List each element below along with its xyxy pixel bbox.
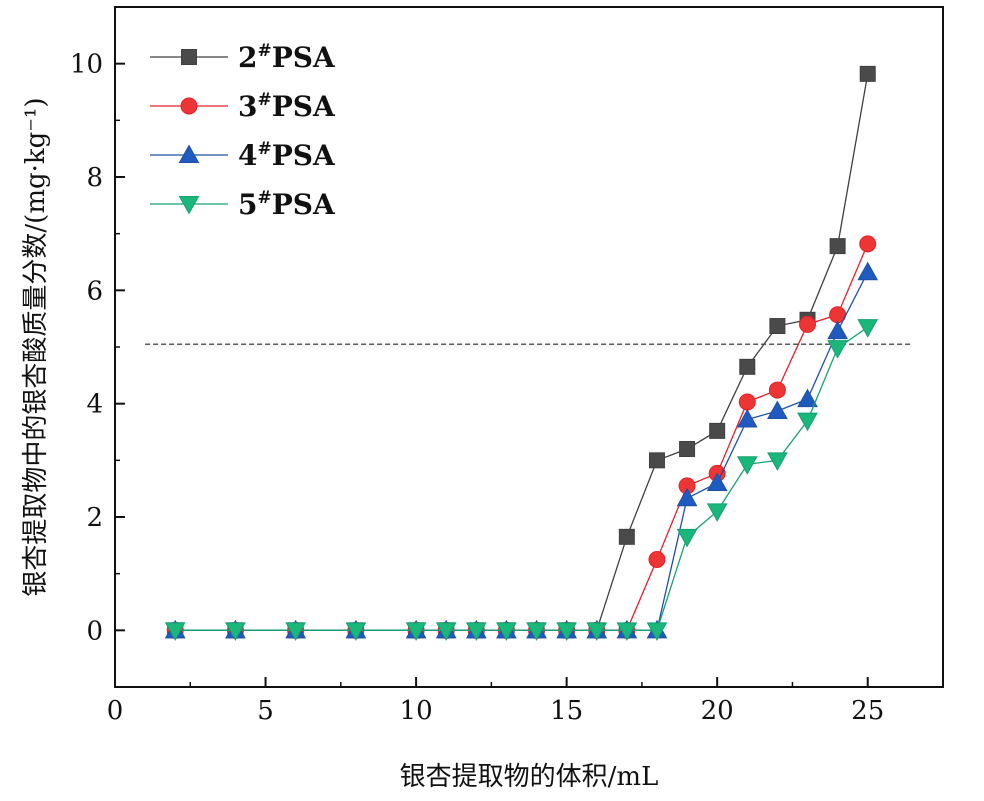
data-point [618,528,635,545]
data-point [648,551,666,568]
legend-marker [180,97,198,115]
data-point [797,388,818,408]
y-tick-label: 4 [86,390,103,420]
data-point [768,381,786,399]
x-tick-label: 20 [701,696,734,726]
data-point [676,487,698,507]
legend-marker [178,144,200,163]
legend-marker [181,49,197,65]
y-tick-label: 2 [86,503,103,533]
data-point [164,622,186,641]
legend-entry-3: 5#PSA [150,188,336,221]
data-point [616,622,638,641]
data-point [465,622,487,641]
x-tick-label: 0 [107,696,124,726]
data-point [586,622,608,641]
data-point [556,622,577,641]
legend-label: 5#PSA [238,188,336,221]
legend-label: 2#PSA [238,41,336,74]
data-point [799,315,817,333]
data-point [679,441,696,457]
legend-marker [178,196,200,215]
data-point [827,340,848,359]
data-point [736,456,758,475]
x-axis-title: 银杏提取物的体积/mL [400,762,659,792]
x-tick-label: 15 [550,696,583,726]
series-line [175,243,869,631]
legend: 2#PSA 3#PSA 4#PSA 5#PSA [150,41,336,221]
series-line [175,271,869,631]
data-point [767,452,788,471]
data-point [225,622,246,641]
data-point [736,409,758,428]
legend-entry-1: 3#PSA [150,90,336,123]
y-axis-title: 银杏提取物中的银杏酸质量分数/(mg·kg⁻¹) [21,97,51,596]
y-tick-label: 10 [70,50,103,80]
data-point [496,622,517,641]
data-point [646,622,668,641]
axes: 0 5 10 15 20 25 0 2 4 6 8 10 [70,6,884,726]
data-point [769,318,786,335]
data-point [526,622,547,641]
data-point [827,320,848,340]
data-point [859,235,877,253]
x-tick-label: 25 [851,696,884,726]
data-point [739,358,756,375]
data-point [345,622,367,641]
data-point [857,261,879,281]
data-point [738,393,756,411]
data-point [829,238,846,255]
data-point [706,503,728,522]
legend-label: 4#PSA [238,139,336,172]
data-point [859,65,876,82]
x-tick-label: 10 [400,696,433,726]
data-point [706,472,728,491]
data-point [648,452,665,469]
data-point [709,422,726,439]
y-tick-label: 8 [86,163,103,193]
series-line [175,326,869,631]
data-point [797,412,818,432]
legend-label: 3#PSA [238,90,336,123]
data-point [857,319,879,338]
data-point [767,400,788,420]
series-group [164,65,879,641]
data-point [435,622,457,641]
data-point [405,622,427,641]
x-tick-label: 5 [257,696,274,726]
data-point [676,528,698,548]
y-tick-label: 0 [86,616,103,646]
legend-entry-0: 2#PSA [150,41,336,74]
legend-entry-2: 4#PSA [150,139,336,172]
y-tick-label: 6 [86,276,103,306]
data-point [285,622,307,641]
series-3 [164,319,879,641]
series-1 [166,235,877,639]
